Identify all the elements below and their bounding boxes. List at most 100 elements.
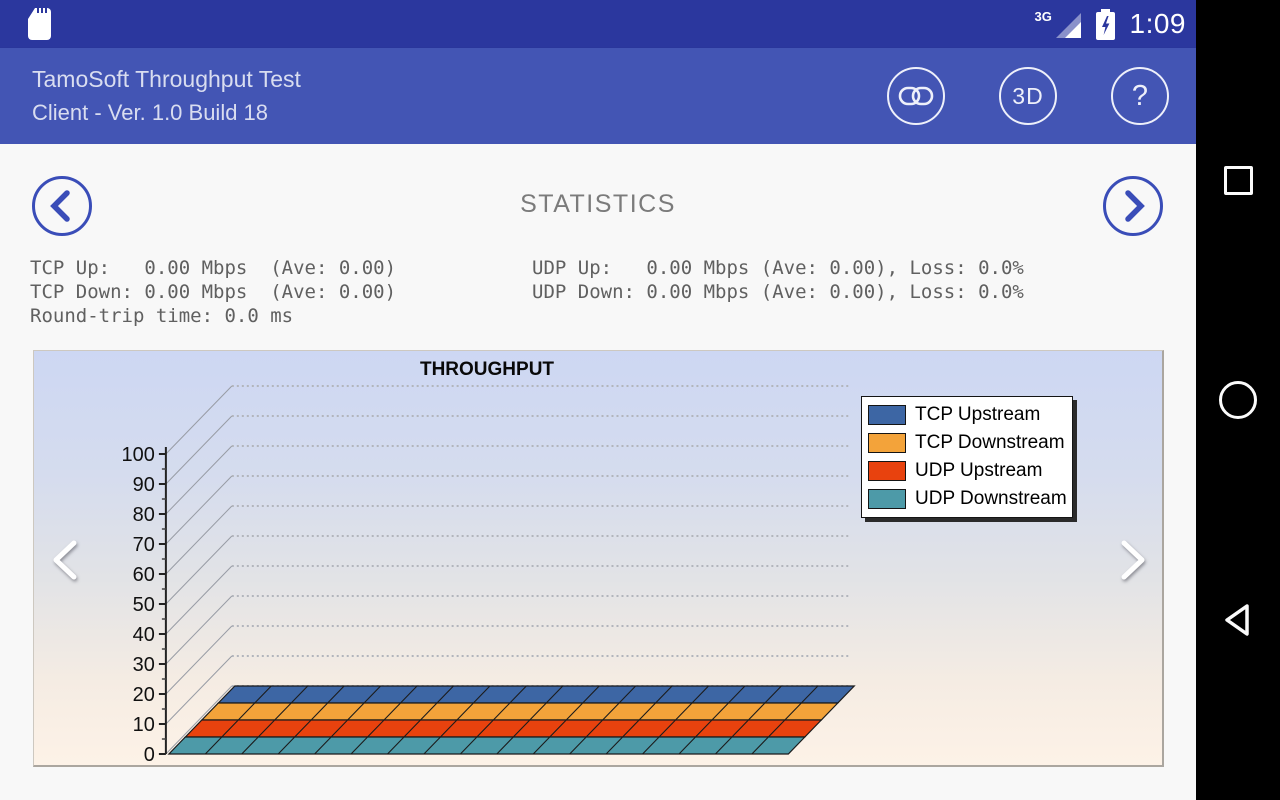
ribbon-segment-line bbox=[638, 702, 656, 721]
ribbon-segment-line bbox=[347, 702, 365, 721]
gridline-diagonal bbox=[165, 475, 233, 545]
chevron-left-icon bbox=[50, 190, 70, 222]
ribbon-udp-downstream bbox=[167, 736, 807, 755]
ribbon-segment-line bbox=[748, 702, 766, 721]
legend-label: UDP Upstream bbox=[915, 460, 1043, 481]
chart-title: THROUGHPUT bbox=[419, 359, 555, 380]
help-button[interactable]: ? bbox=[1111, 67, 1169, 125]
stats-left-column: TCP Up: 0.00 Mbps (Ave: 0.00) TCP Down: … bbox=[30, 256, 396, 328]
ribbon-segment-line bbox=[257, 719, 276, 738]
view-3d-button[interactable]: 3D bbox=[999, 67, 1057, 125]
ribbon-segment-line bbox=[423, 736, 441, 755]
stat-tcp-down: TCP Down: 0.00 Mbps (Ave: 0.00) bbox=[30, 281, 397, 303]
ribbon-segment-line bbox=[237, 702, 256, 721]
ribbon-segment-line bbox=[509, 685, 527, 704]
view-3d-label: 3D bbox=[1012, 82, 1044, 109]
ribbon-segment-line bbox=[605, 736, 624, 755]
ribbon-segment-line bbox=[403, 719, 421, 738]
ribbon-segment-line bbox=[314, 736, 332, 755]
ribbon-segment-line bbox=[367, 719, 385, 738]
ribbon-segment-line bbox=[387, 736, 405, 755]
legend-item: TCP Upstream bbox=[868, 401, 1066, 429]
legend: TCP Upstream TCP Downstream UDP Upstream UD… bbox=[861, 396, 1073, 518]
ribbon-segment-line bbox=[691, 685, 709, 704]
ribbon-segment-line bbox=[675, 702, 693, 721]
ribbon-segment-line bbox=[254, 685, 272, 704]
ribbon-segment-line bbox=[764, 685, 782, 704]
status-bar: 3G 1:09 bbox=[0, 0, 1196, 48]
ribbon-segment-line bbox=[569, 736, 587, 755]
y-tick-label: 20 bbox=[133, 684, 155, 706]
previous-page-button[interactable] bbox=[32, 176, 92, 236]
y-tick-label: 80 bbox=[133, 504, 155, 526]
ribbon-segment-line bbox=[350, 736, 368, 755]
connect-button[interactable] bbox=[887, 67, 945, 125]
stat-udp-up: UDP Up: 0.00 Mbps (Ave: 0.00), Loss: 0.0… bbox=[532, 257, 1024, 279]
chart-scroll-left-icon[interactable] bbox=[53, 540, 77, 580]
gridline-diagonal bbox=[165, 685, 233, 755]
ribbon-segment-line bbox=[655, 685, 673, 704]
back-button[interactable] bbox=[1196, 578, 1280, 662]
y-tick-label: 60 bbox=[133, 564, 155, 586]
legend-swatch bbox=[868, 433, 906, 453]
gridline-diagonal bbox=[165, 415, 233, 485]
ribbon-segment-line bbox=[549, 719, 567, 738]
gridline-diagonal bbox=[165, 595, 233, 665]
app-title: TamoSoft Throughput Test bbox=[32, 66, 301, 92]
ribbon-segment-line bbox=[420, 702, 438, 721]
gridline-diagonal bbox=[165, 565, 233, 635]
ribbon-segment-line bbox=[715, 736, 733, 755]
ribbon-udp-upstream bbox=[183, 719, 823, 738]
chart-scroll-right-icon[interactable] bbox=[1121, 540, 1145, 580]
throughput-chart: 0 10 20 30 40 50 60 70 80 90 100 THROUGHPUT TCP Up… bbox=[33, 350, 1164, 767]
ribbon-segment-line bbox=[363, 685, 381, 704]
clock: 1:09 bbox=[1129, 8, 1186, 39]
ribbon-segment-line bbox=[695, 719, 713, 738]
ribbon-segment-line bbox=[642, 736, 660, 755]
ribbon-segment-line bbox=[274, 702, 292, 721]
ribbon-segment-line bbox=[476, 719, 494, 738]
throughput-plot: 0 10 20 30 40 50 60 70 80 90 100 bbox=[53, 385, 1145, 765]
back-triangle-icon bbox=[1225, 604, 1249, 636]
ribbon-segment-line bbox=[496, 736, 514, 755]
ribbon-segment-line bbox=[294, 719, 312, 738]
page-title: STATISTICS bbox=[520, 190, 676, 218]
ribbon-tcp-downstream bbox=[200, 702, 840, 721]
gridline-diagonal bbox=[165, 445, 233, 515]
overview-button[interactable] bbox=[1196, 138, 1280, 222]
home-button[interactable] bbox=[1196, 358, 1280, 442]
help-icon: ? bbox=[1131, 79, 1149, 112]
ribbon-segment-line bbox=[678, 736, 696, 755]
legend-swatch bbox=[868, 489, 906, 509]
ribbon-segment-line bbox=[800, 685, 819, 704]
next-page-button[interactable] bbox=[1103, 176, 1163, 236]
y-tick-label: 50 bbox=[133, 594, 155, 616]
ribbon-segment-line bbox=[545, 685, 564, 704]
overview-square-icon bbox=[1223, 165, 1253, 195]
ribbon-segment-line bbox=[310, 702, 329, 721]
stat-tcp-up: TCP Up: 0.00 Mbps (Ave: 0.00) bbox=[30, 257, 397, 279]
content-area: STATISTICS TCP Up: 0.00 Mbps (Ave: 0.00)… bbox=[0, 144, 1196, 800]
legend-label: UDP Downstream bbox=[915, 488, 1067, 509]
signal-3g-icon: 3G bbox=[1035, 8, 1081, 40]
legend-label: TCP Downstream bbox=[915, 432, 1065, 453]
legend-label: TCP Upstream bbox=[915, 404, 1041, 425]
gridline-diagonal bbox=[165, 535, 233, 605]
y-tick-label: 40 bbox=[133, 624, 155, 646]
sd-card-icon bbox=[28, 8, 51, 40]
app-bar: TamoSoft Throughput Test Client - Ver. 1… bbox=[0, 48, 1196, 144]
ribbon-segment-line bbox=[327, 685, 345, 704]
ribbon-segment-line bbox=[459, 736, 478, 755]
ribbon-segment-line bbox=[767, 719, 786, 738]
gridline-diagonal bbox=[165, 385, 233, 455]
ribbon-segment-line bbox=[711, 702, 729, 721]
ribbon-segment-line bbox=[400, 685, 418, 704]
link-icon bbox=[898, 86, 934, 106]
ribbon-segment-line bbox=[456, 702, 474, 721]
stat-round-trip: Round-trip time: 0.0 ms bbox=[30, 305, 294, 327]
ribbon-segment-line bbox=[440, 719, 458, 738]
ribbon-segment-line bbox=[532, 736, 551, 755]
legend-item: UDP Upstream bbox=[868, 457, 1066, 485]
y-tick-label: 90 bbox=[133, 474, 155, 496]
